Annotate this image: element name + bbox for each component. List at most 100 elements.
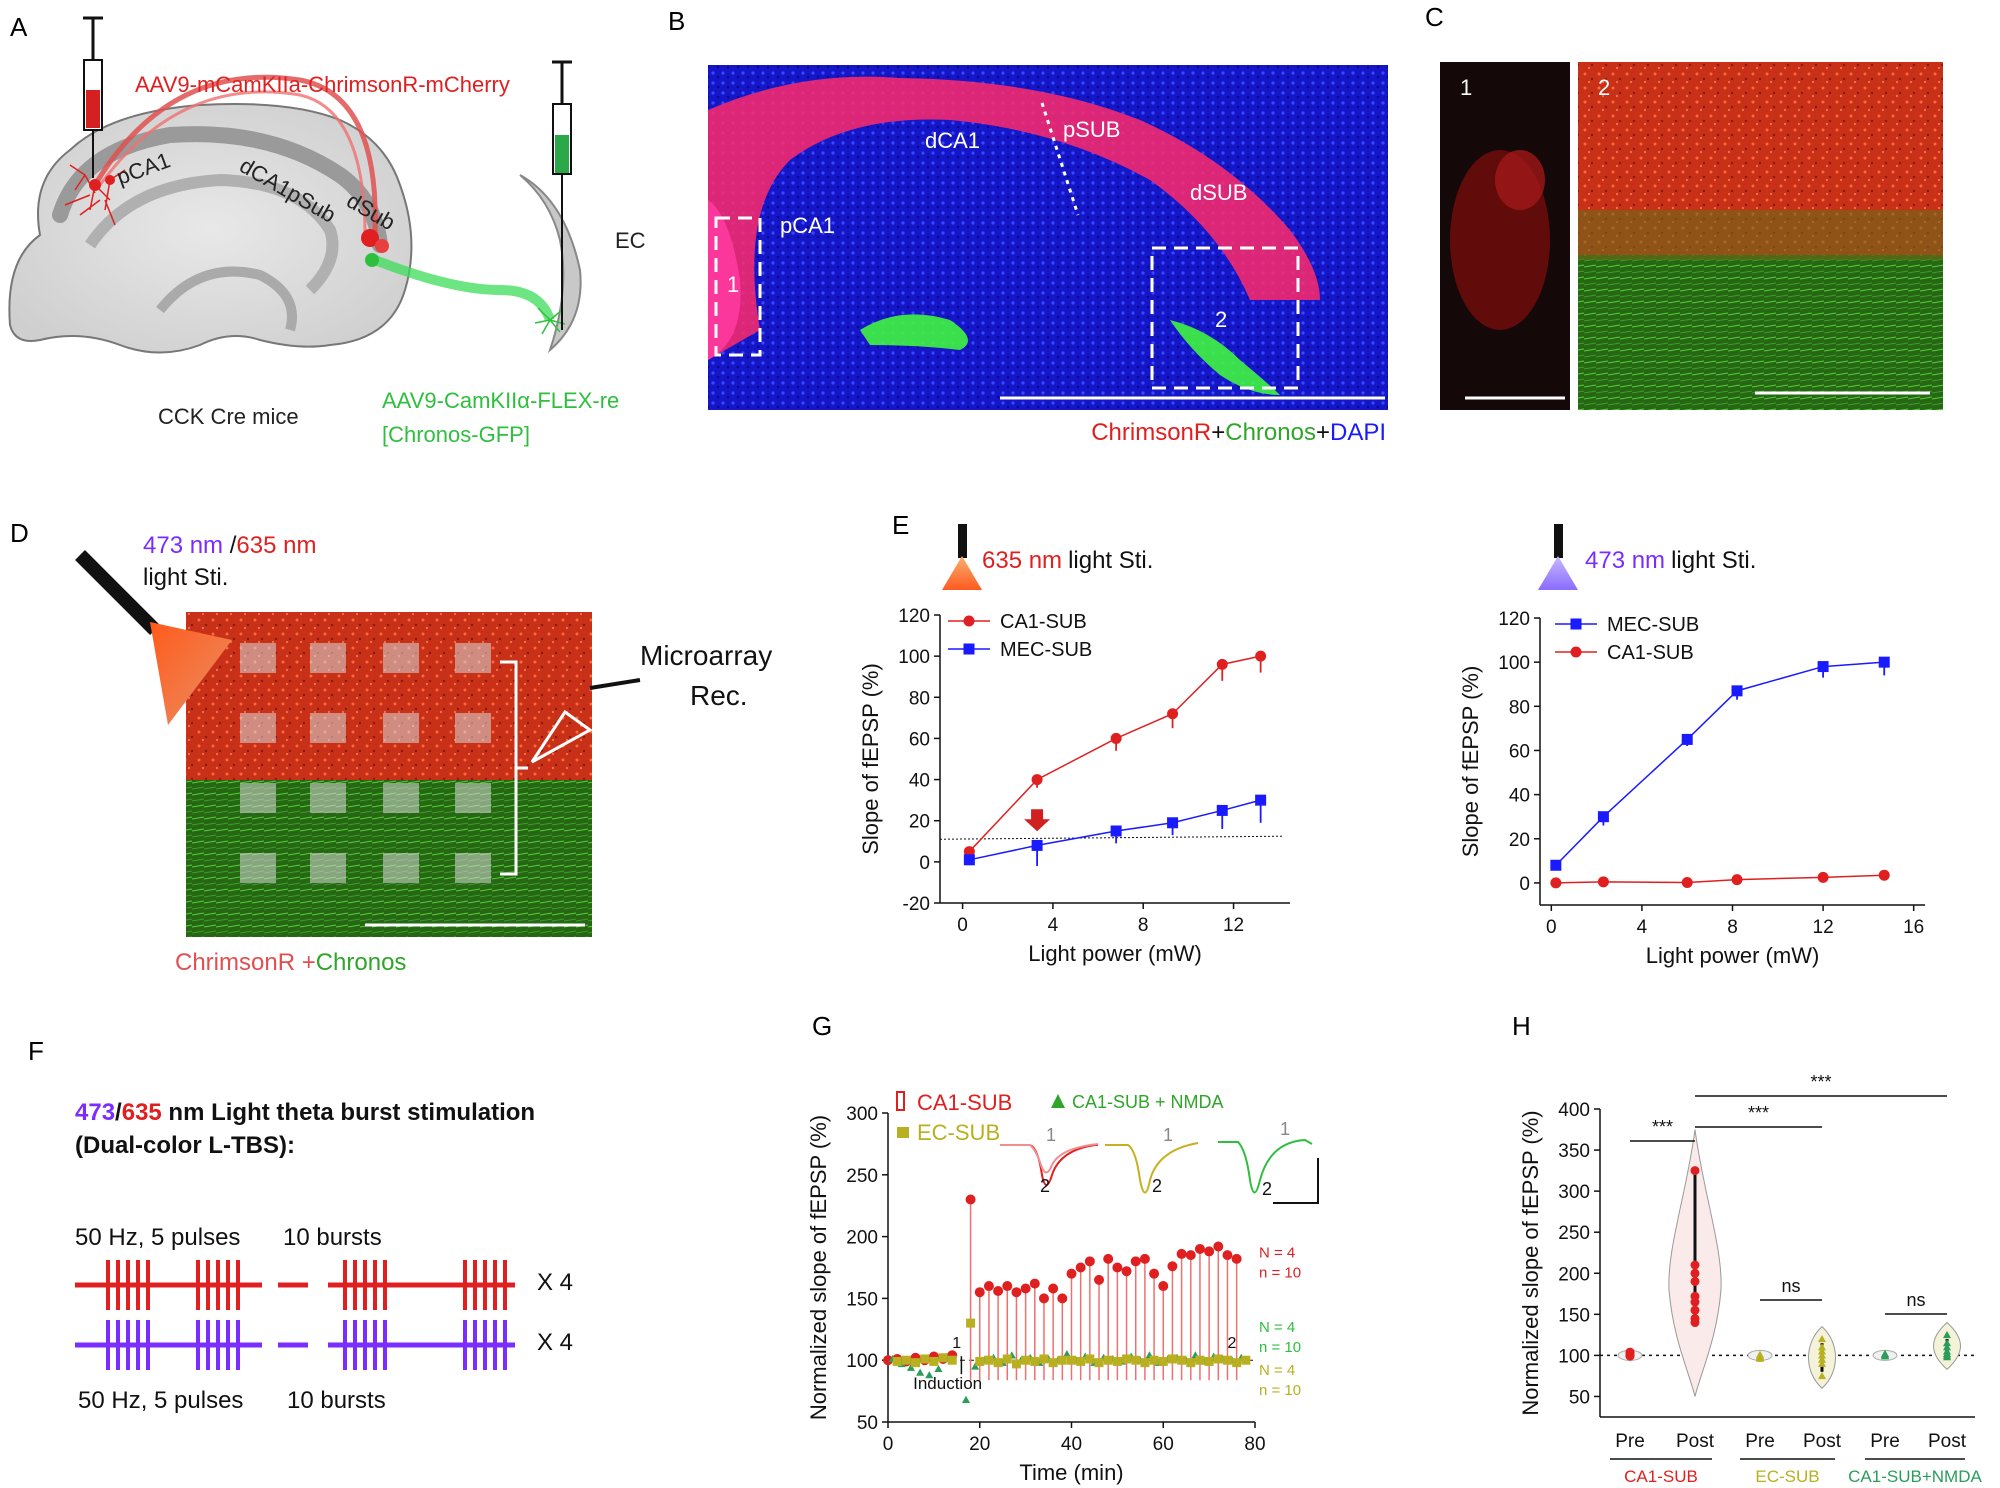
y-tick-label: 100 xyxy=(898,647,930,668)
data-point xyxy=(1943,1353,1951,1361)
timepoint-2-label: 2 xyxy=(1227,1335,1236,1352)
fiber-e-left xyxy=(958,524,967,558)
data-point xyxy=(1112,1262,1123,1273)
dentate-gyrus xyxy=(156,266,297,332)
data-point xyxy=(1110,825,1122,837)
category-label: Pre xyxy=(1615,1431,1645,1452)
series-line xyxy=(1555,661,1885,866)
data-point xyxy=(1185,1250,1196,1261)
data-point xyxy=(1690,1166,1700,1176)
chronos-band-right xyxy=(1170,320,1280,395)
data-point xyxy=(1139,1253,1150,1264)
repeat-label-bottom: X 4 xyxy=(537,1329,573,1356)
data-point xyxy=(1817,871,1829,883)
legend-nmda-marker xyxy=(1051,1094,1065,1108)
fiber-e-right xyxy=(1554,524,1563,558)
y-tick-label: 350 xyxy=(1558,1141,1590,1162)
optic-fiber xyxy=(75,550,160,635)
data-point xyxy=(1062,1350,1071,1358)
x-tick-label: 4 xyxy=(1637,917,1648,938)
light-cone-blue xyxy=(1538,556,1578,590)
bottom-bursts-label: 10 bursts xyxy=(287,1387,386,1414)
data-point xyxy=(1878,869,1890,881)
data-point xyxy=(1149,1355,1159,1365)
panel-letter-h: H xyxy=(1512,1011,1531,1041)
image-c1-label: 1 xyxy=(1460,75,1472,100)
x-tick-label: 12 xyxy=(1223,915,1244,936)
data-point xyxy=(1818,1347,1826,1355)
series-line xyxy=(968,655,1261,853)
trace-label-1a: 1 xyxy=(1046,1125,1056,1145)
y-tick-label: 0 xyxy=(919,853,930,874)
data-point xyxy=(983,1281,994,1292)
legend-ca1-marker xyxy=(896,1091,905,1111)
legend-label: MEC-SUB xyxy=(1000,639,1092,661)
dsub-neuron-red xyxy=(361,229,379,247)
data-point xyxy=(1121,1266,1132,1277)
y-tick-label: 50 xyxy=(857,1413,878,1434)
data-point xyxy=(1176,1248,1187,1259)
y-tick-label: 120 xyxy=(1498,609,1530,630)
data-point xyxy=(1048,1358,1058,1368)
data-point xyxy=(1075,1262,1086,1273)
significance-label: *** xyxy=(1652,1117,1673,1137)
data-point xyxy=(1818,1343,1826,1351)
x-tick-label: 40 xyxy=(1061,1434,1082,1455)
panel-letter-b: B xyxy=(668,6,685,36)
data-point xyxy=(1011,1287,1022,1298)
data-point xyxy=(993,1358,1003,1368)
data-point xyxy=(993,1285,1004,1296)
data-point xyxy=(1216,658,1228,670)
data-point xyxy=(947,1355,957,1365)
label-dsub: dSUB xyxy=(1190,180,1247,205)
legend-marker xyxy=(963,615,975,627)
sample-size-label: n = 10 xyxy=(1259,1265,1301,1282)
data-point xyxy=(1186,1358,1196,1368)
data-point xyxy=(1222,1355,1232,1365)
y-axis-label: Normalized slope of fEPSP (%) xyxy=(806,1115,831,1420)
data-point xyxy=(1255,650,1267,662)
data-point xyxy=(1103,1355,1113,1365)
y-tick-label: 40 xyxy=(1509,786,1530,807)
y-tick-label: 200 xyxy=(846,1228,878,1249)
data-point xyxy=(1204,1246,1215,1257)
ltbs-title-line1: 473/635 nm Light theta burst stimulation xyxy=(75,1099,535,1126)
y-tick-label: 20 xyxy=(909,812,930,833)
region-box-2 xyxy=(1150,246,1300,390)
panel-b-micrograph: dCA1 pSUB dSUB pCA1 1 2 ChrimsonR+Chrono… xyxy=(708,65,1388,446)
panel-letter-c: C xyxy=(1425,2,1444,32)
legend-ec-label: EC-SUB xyxy=(917,1120,1000,1145)
significance-label: ns xyxy=(1781,1276,1800,1296)
chart-e-right: 0 20 40 60 80 100 120 0 4 8 12 16 Light power (mW) Sl… xyxy=(1458,609,1925,968)
data-point xyxy=(929,1356,939,1366)
recording-electrode xyxy=(530,709,593,764)
y-tick-label: 60 xyxy=(1509,741,1530,762)
rec-label: Rec. xyxy=(690,680,748,711)
data-point xyxy=(1690,1268,1700,1278)
top-bursts-label: 10 bursts xyxy=(283,1224,382,1251)
data-point xyxy=(1690,1260,1700,1270)
stain-legend-d: ChrimsonR +Chronos xyxy=(175,949,406,976)
data-point xyxy=(1021,1355,1031,1365)
data-point xyxy=(1731,874,1743,886)
data-point xyxy=(1625,1347,1635,1357)
data-point xyxy=(1943,1343,1951,1351)
legend-marker xyxy=(1570,618,1582,630)
trace-scale-bar xyxy=(1273,1158,1319,1204)
light-sti-label-d: light Sti. xyxy=(143,564,228,591)
data-point xyxy=(1167,817,1179,829)
category-label: Post xyxy=(1676,1431,1715,1452)
legend-marker xyxy=(1570,646,1582,658)
data-point xyxy=(1195,1355,1205,1365)
panel-g-traces: 1 1 1 2 2 2 xyxy=(1000,1119,1319,1204)
virus-green-label-1: AAV9-CamKIIα-FLEX-re xyxy=(382,388,619,413)
x-tick-label: 80 xyxy=(1244,1434,1265,1455)
series-line xyxy=(969,799,1261,861)
data-point xyxy=(1881,1349,1889,1357)
timepoint-1-label: 1 xyxy=(952,1335,961,1352)
data-point xyxy=(1690,1305,1700,1315)
data-point xyxy=(934,1364,943,1373)
x-tick-label: 0 xyxy=(957,915,968,936)
threshold-line xyxy=(939,835,1284,840)
dentate-layer xyxy=(85,173,339,295)
